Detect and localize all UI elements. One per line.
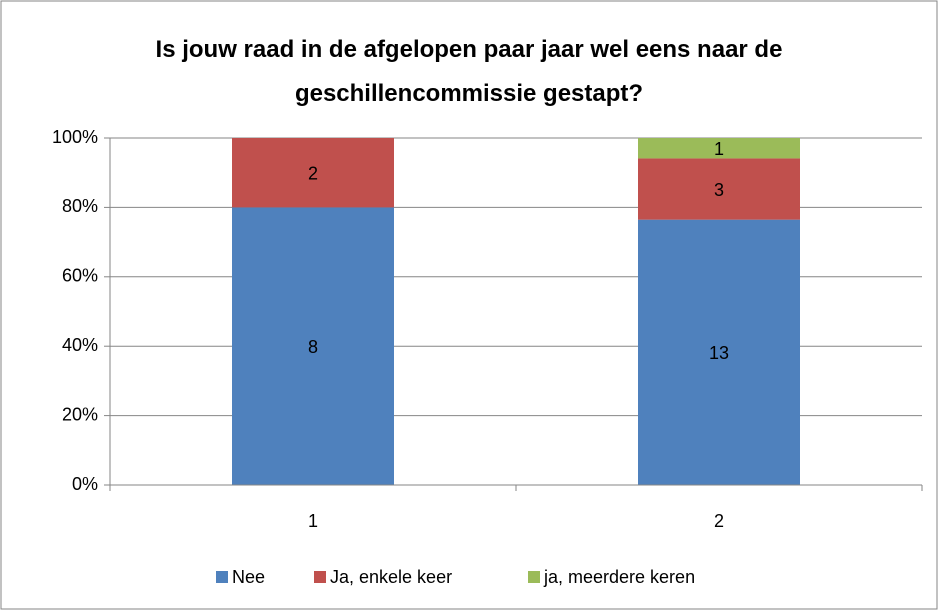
legend-swatch bbox=[528, 571, 540, 583]
y-tick-label: 80% bbox=[62, 196, 98, 216]
y-tick-label: 20% bbox=[62, 404, 98, 424]
legend-swatch bbox=[314, 571, 326, 583]
data-label: 2 bbox=[308, 163, 318, 183]
y-tick-label: 0% bbox=[72, 474, 98, 494]
data-label: 3 bbox=[714, 180, 724, 200]
data-label: 1 bbox=[714, 139, 724, 159]
y-tick-label: 100% bbox=[52, 127, 98, 147]
x-tick-label: 2 bbox=[714, 511, 724, 531]
legend-label: Ja, enkele keer bbox=[330, 567, 452, 587]
bar-segment bbox=[232, 138, 394, 208]
chart-title: Is jouw raad in de afgelopen paar jaar w… bbox=[155, 36, 783, 107]
bar-segment bbox=[638, 138, 800, 159]
legend-label: ja, meerdere keren bbox=[543, 567, 695, 587]
legend-swatch bbox=[216, 571, 228, 583]
data-label: 8 bbox=[308, 337, 318, 357]
y-tick-label: 60% bbox=[62, 266, 98, 286]
bar-segment bbox=[232, 207, 394, 485]
x-tick-label: 1 bbox=[308, 511, 318, 531]
bar-segment bbox=[638, 158, 800, 220]
y-tick-label: 40% bbox=[62, 335, 98, 355]
legend-label: Nee bbox=[232, 567, 265, 587]
data-label: 13 bbox=[709, 343, 729, 363]
bar-segment bbox=[638, 219, 800, 485]
